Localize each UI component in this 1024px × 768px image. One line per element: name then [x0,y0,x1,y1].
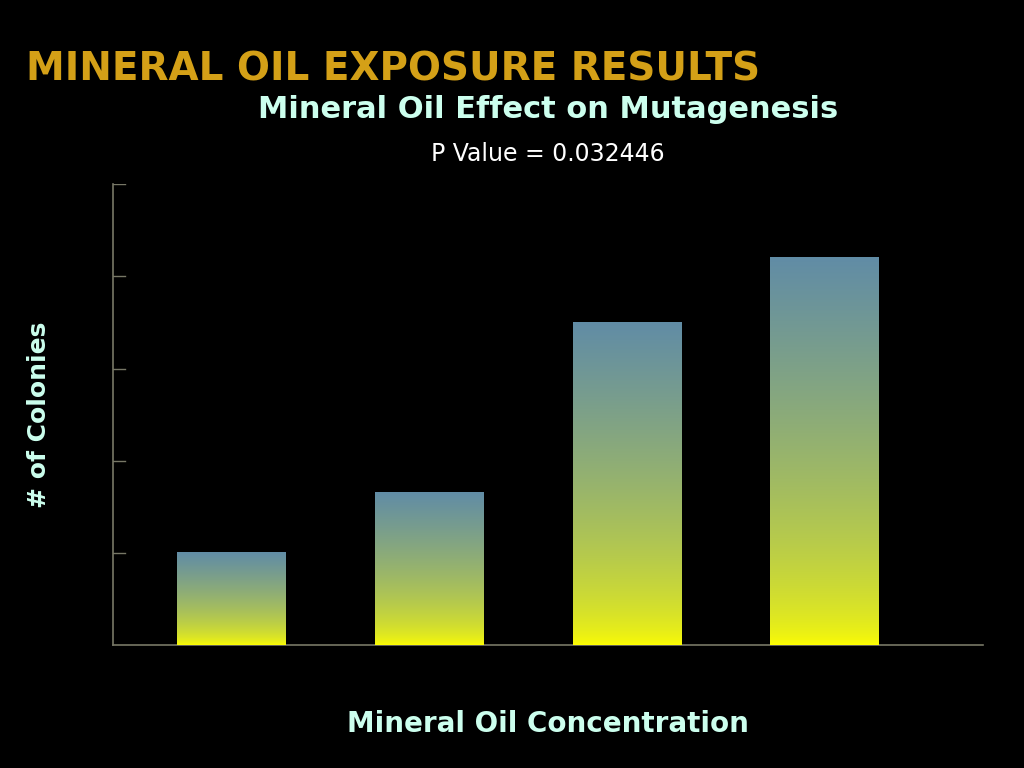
Text: Mineral Oil Concentration: Mineral Oil Concentration [347,710,749,737]
Text: Mineral Oil Effect on Mutagenesis: Mineral Oil Effect on Mutagenesis [258,95,838,124]
Text: MINERAL OIL EXPOSURE RESULTS: MINERAL OIL EXPOSURE RESULTS [26,51,760,89]
Text: P Value = 0.032446: P Value = 0.032446 [431,142,665,166]
Text: # of Colonies: # of Colonies [27,322,50,508]
